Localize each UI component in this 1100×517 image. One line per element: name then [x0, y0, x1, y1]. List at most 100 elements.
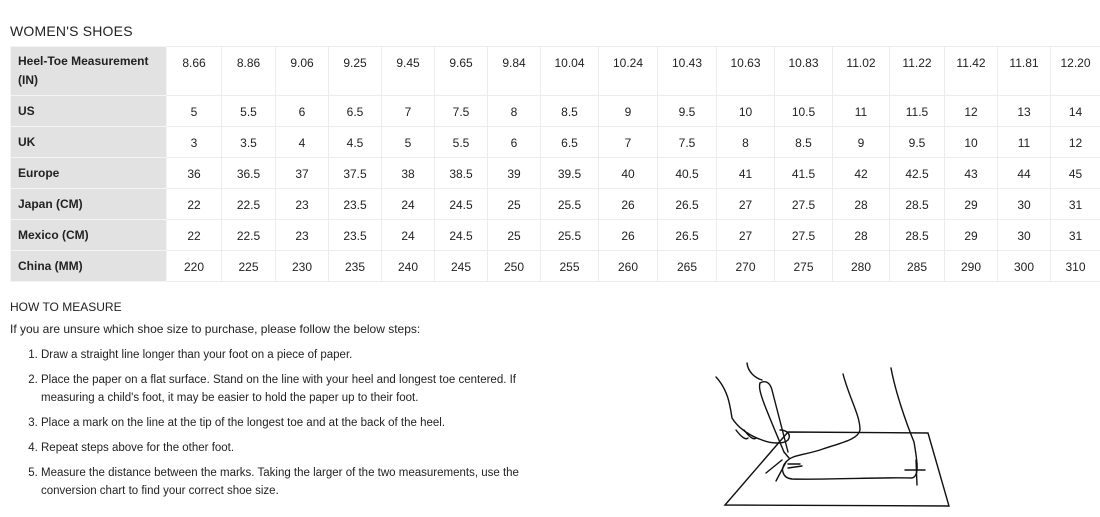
table-cell: 28	[832, 188, 890, 220]
table-cell: 42	[832, 157, 890, 189]
table-cell: 9.25	[328, 46, 382, 96]
table-cell: 29	[944, 188, 998, 220]
table-cell: 310	[1050, 250, 1100, 282]
table-row-europe: Europe 36 36.5 37 37.5 38 38.5 39 39.5 40 40.5 41 41…	[10, 157, 1100, 189]
table-cell: 22.5	[221, 219, 276, 251]
table-cell: 27	[716, 188, 775, 220]
table-cell: 9.65	[434, 46, 488, 96]
table-cell: 280	[832, 250, 890, 282]
table-cell: 10.5	[774, 95, 833, 127]
table-cell: 4.5	[328, 126, 382, 158]
table-cell: 23.5	[328, 219, 382, 251]
table-cell: 39.5	[540, 157, 599, 189]
table-cell: 22	[166, 219, 222, 251]
table-cell: 37	[275, 157, 329, 189]
table-cell: 43	[944, 157, 998, 189]
table-cell: 28.5	[889, 188, 945, 220]
table-cell: 6.5	[328, 95, 382, 127]
table-cell: 41	[716, 157, 775, 189]
table-cell: 22	[166, 188, 222, 220]
table-cell: 8.66	[166, 46, 222, 96]
table-cell: 44	[997, 157, 1051, 189]
table-cell: 10.83	[774, 46, 833, 96]
table-cell: 13	[997, 95, 1051, 127]
table-cell: 25	[487, 188, 541, 220]
foot-measuring-illustration	[715, 362, 950, 507]
table-cell: 10	[716, 95, 775, 127]
table-cell: 7	[598, 126, 658, 158]
table-cell: 275	[774, 250, 833, 282]
table-cell: 5.5	[434, 126, 488, 158]
table-cell: 6	[275, 95, 329, 127]
table-cell: 270	[716, 250, 775, 282]
table-cell: 9.06	[275, 46, 329, 96]
table-cell: 27.5	[774, 219, 833, 251]
table-cell: 30	[997, 219, 1051, 251]
step: Draw a straight line longer than your fo…	[41, 346, 551, 364]
table-cell: 40.5	[657, 157, 717, 189]
table-cell: 230	[275, 250, 329, 282]
table-cell: 29	[944, 219, 998, 251]
table-cell: 26.5	[657, 219, 717, 251]
table-cell: 22.5	[221, 188, 276, 220]
row-label: Europe	[10, 157, 167, 189]
table-row-japan: Japan (CM) 22 22.5 23 23.5 24 24.5 25 25.5 26 26.5…	[10, 188, 1100, 220]
table-row-mexico: Mexico (CM) 22 22.5 23 23.5 24 24.5 25 25.5 26 26.…	[10, 219, 1100, 251]
table-cell: 28	[832, 219, 890, 251]
table-cell: 26	[598, 188, 658, 220]
table-row-heel-toe: Heel-Toe Measurement (IN) 8.66 8.86 9.06 9.2…	[10, 46, 1100, 96]
row-label: China (MM)	[10, 250, 167, 282]
table-cell: 9.45	[381, 46, 435, 96]
table-cell: 11.81	[997, 46, 1051, 96]
how-to-intro: If you are unsure which shoe size to pur…	[10, 322, 421, 336]
table-cell: 41.5	[774, 157, 833, 189]
table-cell: 7	[381, 95, 435, 127]
step: Place a mark on the line at the tip of t…	[41, 414, 551, 432]
table-cell: 11	[832, 95, 890, 127]
table-cell: 38.5	[434, 157, 488, 189]
table-cell: 23	[275, 188, 329, 220]
table-row-china: China (MM) 220 225 230 235 240 245 250 255 260 265…	[10, 250, 1100, 282]
steps-list: Draw a straight line longer than your fo…	[10, 346, 551, 507]
table-cell: 11.22	[889, 46, 945, 96]
table-cell: 31	[1050, 219, 1100, 251]
table-cell: 23	[275, 219, 329, 251]
table-cell: 25.5	[540, 219, 599, 251]
table-cell: 27	[716, 219, 775, 251]
table-cell: 25.5	[540, 188, 599, 220]
table-cell: 24	[381, 188, 435, 220]
table-cell: 9	[832, 126, 890, 158]
table-cell: 10.04	[540, 46, 599, 96]
table-cell: 290	[944, 250, 998, 282]
table-cell: 8	[716, 126, 775, 158]
table-cell: 3.5	[221, 126, 276, 158]
table-cell: 9.84	[487, 46, 541, 96]
table-cell: 6.5	[540, 126, 599, 158]
table-cell: 285	[889, 250, 945, 282]
table-cell: 3	[166, 126, 222, 158]
table-cell: 5.5	[221, 95, 276, 127]
table-cell: 11.02	[832, 46, 890, 96]
table-cell: 36.5	[221, 157, 276, 189]
table-cell: 24.5	[434, 188, 488, 220]
table-cell: 8.5	[774, 126, 833, 158]
table-cell: 6	[487, 126, 541, 158]
table-cell: 24	[381, 219, 435, 251]
table-cell: 10.24	[598, 46, 658, 96]
table-cell: 9.5	[889, 126, 945, 158]
table-cell: 235	[328, 250, 382, 282]
row-label: Heel-Toe Measurement (IN)	[10, 46, 167, 96]
step: Repeat steps above for the other foot.	[41, 439, 551, 457]
table-cell: 8	[487, 95, 541, 127]
table-cell: 4	[275, 126, 329, 158]
table-cell: 37.5	[328, 157, 382, 189]
row-label: UK	[10, 126, 167, 158]
table-cell: 7.5	[434, 95, 488, 127]
table-cell: 39	[487, 157, 541, 189]
size-chart-table: Heel-Toe Measurement (IN) 8.66 8.86 9.06 9.2…	[10, 46, 1100, 282]
row-label: US	[10, 95, 167, 127]
table-cell: 23.5	[328, 188, 382, 220]
table-cell: 11.5	[889, 95, 945, 127]
how-to-measure-heading: HOW TO MEASURE	[10, 300, 122, 314]
table-cell: 250	[487, 250, 541, 282]
